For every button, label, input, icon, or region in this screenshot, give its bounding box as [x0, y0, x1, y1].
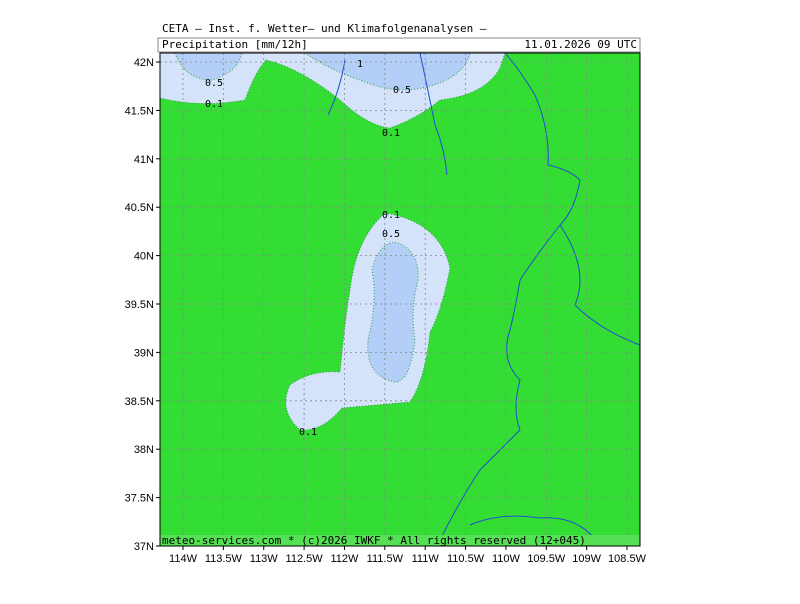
contour-label: 0.5: [382, 229, 400, 240]
header-bar: [157, 37, 641, 53]
graticule: [160, 53, 640, 546]
lon-tick-label: 112W: [330, 553, 359, 565]
lon-tick-label: 109W: [572, 553, 601, 565]
contour-label: 0.1: [205, 99, 223, 110]
lat-tick-label: 41N: [134, 154, 154, 166]
lat-tick-label: 39N: [134, 347, 154, 359]
lat-tick-label: 40.5N: [125, 202, 154, 214]
contour-labels: 0.5 0.1 1 0.5 0.1 0.1 0.5 0.1: [205, 59, 411, 438]
footer-bar: [160, 535, 640, 546]
contour-label: 1: [357, 59, 363, 70]
lon-tick-label: 113.5W: [205, 553, 243, 565]
precip-0.5-northwest: [174, 52, 243, 81]
contour-label: 0.5: [205, 78, 223, 89]
lat-tick-label: 37N: [134, 541, 154, 553]
lon-tick-label: 110.5W: [447, 553, 485, 565]
lat-tick-label: 40N: [134, 251, 154, 263]
map-frame: [159, 52, 641, 547]
map: meteo-services.com * (c)2026 IWKF * All …: [159, 52, 641, 547]
contour-label: 0.1: [299, 427, 317, 438]
lat-tick-label: 38.5N: [125, 396, 154, 408]
lon-tick-label: 109.5W: [527, 553, 566, 565]
footer-text: meteo-services.com * (c)2026 IWKF * All …: [162, 534, 586, 547]
lon-tick-label: 111.5W: [367, 553, 404, 565]
lat-tick-label: 39.5N: [125, 299, 154, 311]
lat-tick-label: 37.5N: [125, 493, 154, 505]
lon-tick-label: 111W: [412, 553, 440, 565]
header-title: CETA — Inst. f. Wetter— und Klimafolgena…: [162, 22, 487, 35]
lon-tick-label: 112.5W: [286, 553, 324, 565]
field-name: Precipitation [mm/12h]: [162, 38, 308, 51]
lon-tick-label: 113W: [250, 553, 279, 565]
lon-tick-label: 110W: [492, 553, 521, 565]
contour-label: 0.1: [382, 210, 400, 221]
lat-tick-label: 41.5N: [125, 105, 154, 117]
lon-tick-label: 108.5W: [608, 553, 647, 565]
contour-label: 0.5: [393, 85, 411, 96]
lat-tick-label: 42N: [134, 57, 154, 69]
lon-tick-label: 114W: [169, 553, 198, 565]
precip-0.5-central: [367, 241, 419, 383]
contour-label: 0.1: [382, 128, 400, 139]
valid-time: 11.01.2026 09 UTC: [524, 38, 637, 51]
lat-tick-label: 38N: [134, 444, 154, 456]
